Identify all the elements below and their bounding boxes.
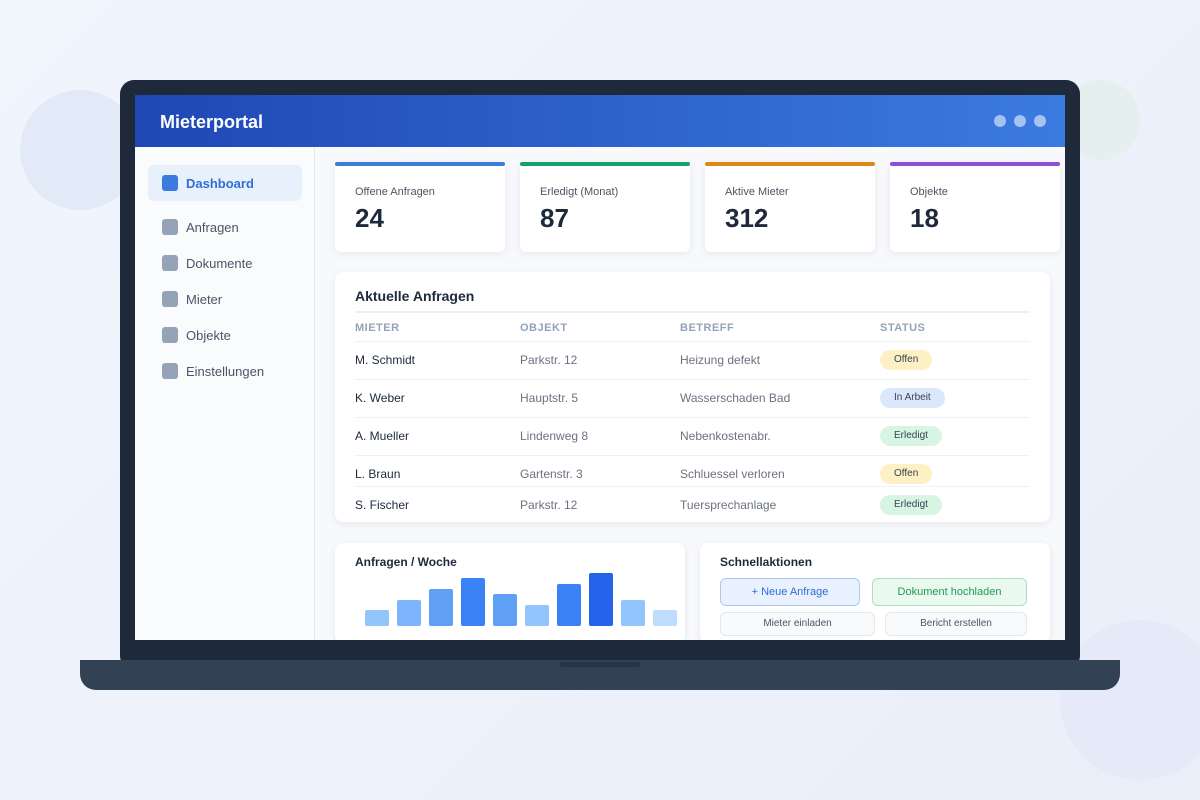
nav-icon: [162, 219, 178, 235]
stat-accent: [520, 162, 690, 166]
stat-label: Objekte: [910, 186, 948, 198]
table-cell: Parkstr. 12: [520, 353, 578, 367]
nav-item[interactable]: Dokumente: [148, 245, 302, 281]
nav-label: Objekte: [186, 328, 231, 343]
table-title: Aktuelle Anfragen: [355, 288, 475, 304]
nav-label: Einstellungen: [186, 364, 265, 379]
stat-label: Erledigt (Monat): [540, 186, 619, 198]
stat-value: 312: [725, 203, 769, 233]
nav-label: Dokumente: [186, 256, 253, 271]
table-cell: Tuersprechanlage: [680, 498, 777, 512]
table-cell: S. Fischer: [355, 498, 410, 512]
row-rule: [355, 455, 1030, 456]
bar: [653, 610, 677, 626]
nav-label: Anfragen: [186, 220, 239, 235]
nav-item[interactable]: Dashboard: [148, 165, 302, 201]
nav-icon: [162, 255, 178, 271]
laptop-notch: [560, 662, 640, 667]
nav-item[interactable]: Einstellungen: [148, 353, 302, 389]
table-cell: M. Schmidt: [355, 353, 416, 367]
table-cell: L. Braun: [355, 467, 401, 481]
bar: [461, 578, 485, 626]
table-cell: Hauptstr. 5: [520, 391, 579, 405]
stat-card: Offene Anfragen 24: [335, 162, 505, 252]
status-badge: Erledigt: [880, 426, 942, 446]
stat-value: 18: [910, 203, 939, 233]
table-cell: Schluessel verloren: [680, 467, 785, 481]
bar: [525, 604, 549, 626]
stat-card: Erledigt (Monat) 87: [520, 162, 690, 252]
bg-circle: [1060, 620, 1200, 780]
column-header: MIETER: [355, 322, 400, 334]
action-button[interactable]: Dokument hochladen: [872, 578, 1027, 606]
bar: [397, 599, 421, 626]
table-cell: Wasserschaden Bad: [680, 391, 791, 405]
action-button[interactable]: + Neue Anfrage: [720, 578, 860, 606]
bar: [365, 610, 389, 626]
column-header: BETREFF: [680, 322, 735, 334]
bar: [557, 583, 581, 626]
bar: [621, 599, 645, 626]
table-cell: Parkstr. 12: [520, 498, 578, 512]
action-button[interactable]: Bericht erstellen: [885, 612, 1027, 636]
window-dot: [1034, 115, 1046, 127]
window-dot: [1014, 115, 1026, 127]
actions-title: Schnellaktionen: [720, 555, 813, 569]
row-rule: [355, 417, 1030, 418]
actions-card: Schnellaktionen + Neue Anfrage Dokument ho…: [700, 543, 1050, 640]
nav-label: Dashboard: [186, 176, 254, 191]
stat-accent: [705, 162, 875, 166]
stat-label: Aktive Mieter: [725, 186, 789, 198]
nav-icon: [162, 291, 178, 307]
header-rule: [355, 311, 1030, 313]
bar: [493, 594, 517, 626]
table-cell: A. Mueller: [355, 429, 410, 443]
bar: [589, 573, 613, 626]
status-badge: In Arbeit: [880, 388, 945, 408]
row-rule: [355, 486, 1030, 487]
nav-icon: [162, 363, 178, 379]
status-badge: Offen: [880, 464, 933, 484]
table-cell: Nebenkostenabr.: [680, 429, 771, 443]
app-title: Mieterportal: [160, 112, 264, 132]
row-rule: [355, 379, 1030, 380]
stat-accent: [335, 162, 505, 166]
nav-icon: [162, 327, 178, 343]
nav-item[interactable]: Objekte: [148, 317, 302, 353]
status-badge: Erledigt: [880, 495, 942, 515]
header-bar: [135, 95, 1065, 147]
nav-item[interactable]: Mieter: [148, 281, 302, 317]
row-rule: [355, 341, 1030, 342]
stat-accent: [890, 162, 1060, 166]
chart-card: Anfragen / Woche: [335, 543, 685, 640]
table-cell: Gartenstr. 3: [520, 467, 583, 481]
stat-value: 24: [355, 203, 384, 233]
column-header: STATUS: [880, 322, 926, 334]
chart-title: Anfragen / Woche: [355, 555, 457, 569]
requests-card: Aktuelle Anfragen MIETER OBJEKT BETREFF STAT…: [335, 272, 1050, 522]
table-cell: Heizung defekt: [680, 353, 761, 367]
stat-card: Objekte 18: [890, 162, 1060, 252]
window-dot: [994, 115, 1006, 127]
nav-label: Mieter: [186, 292, 223, 307]
table-cell: K. Weber: [355, 391, 405, 405]
screen: Mieterportal Dashboard Anfragen Dokumente Mi…: [135, 95, 1065, 640]
stat-value: 87: [540, 203, 569, 233]
nav-item[interactable]: Anfragen: [148, 209, 302, 245]
stat-label: Offene Anfragen: [355, 186, 435, 198]
status-badge: Offen: [880, 350, 933, 370]
table-cell: Lindenweg 8: [520, 429, 589, 443]
bar: [429, 588, 453, 626]
nav-icon: [162, 175, 178, 191]
column-header: OBJEKT: [520, 322, 568, 334]
action-button[interactable]: Mieter einladen: [720, 612, 875, 636]
stat-card: Aktive Mieter 312: [705, 162, 875, 252]
